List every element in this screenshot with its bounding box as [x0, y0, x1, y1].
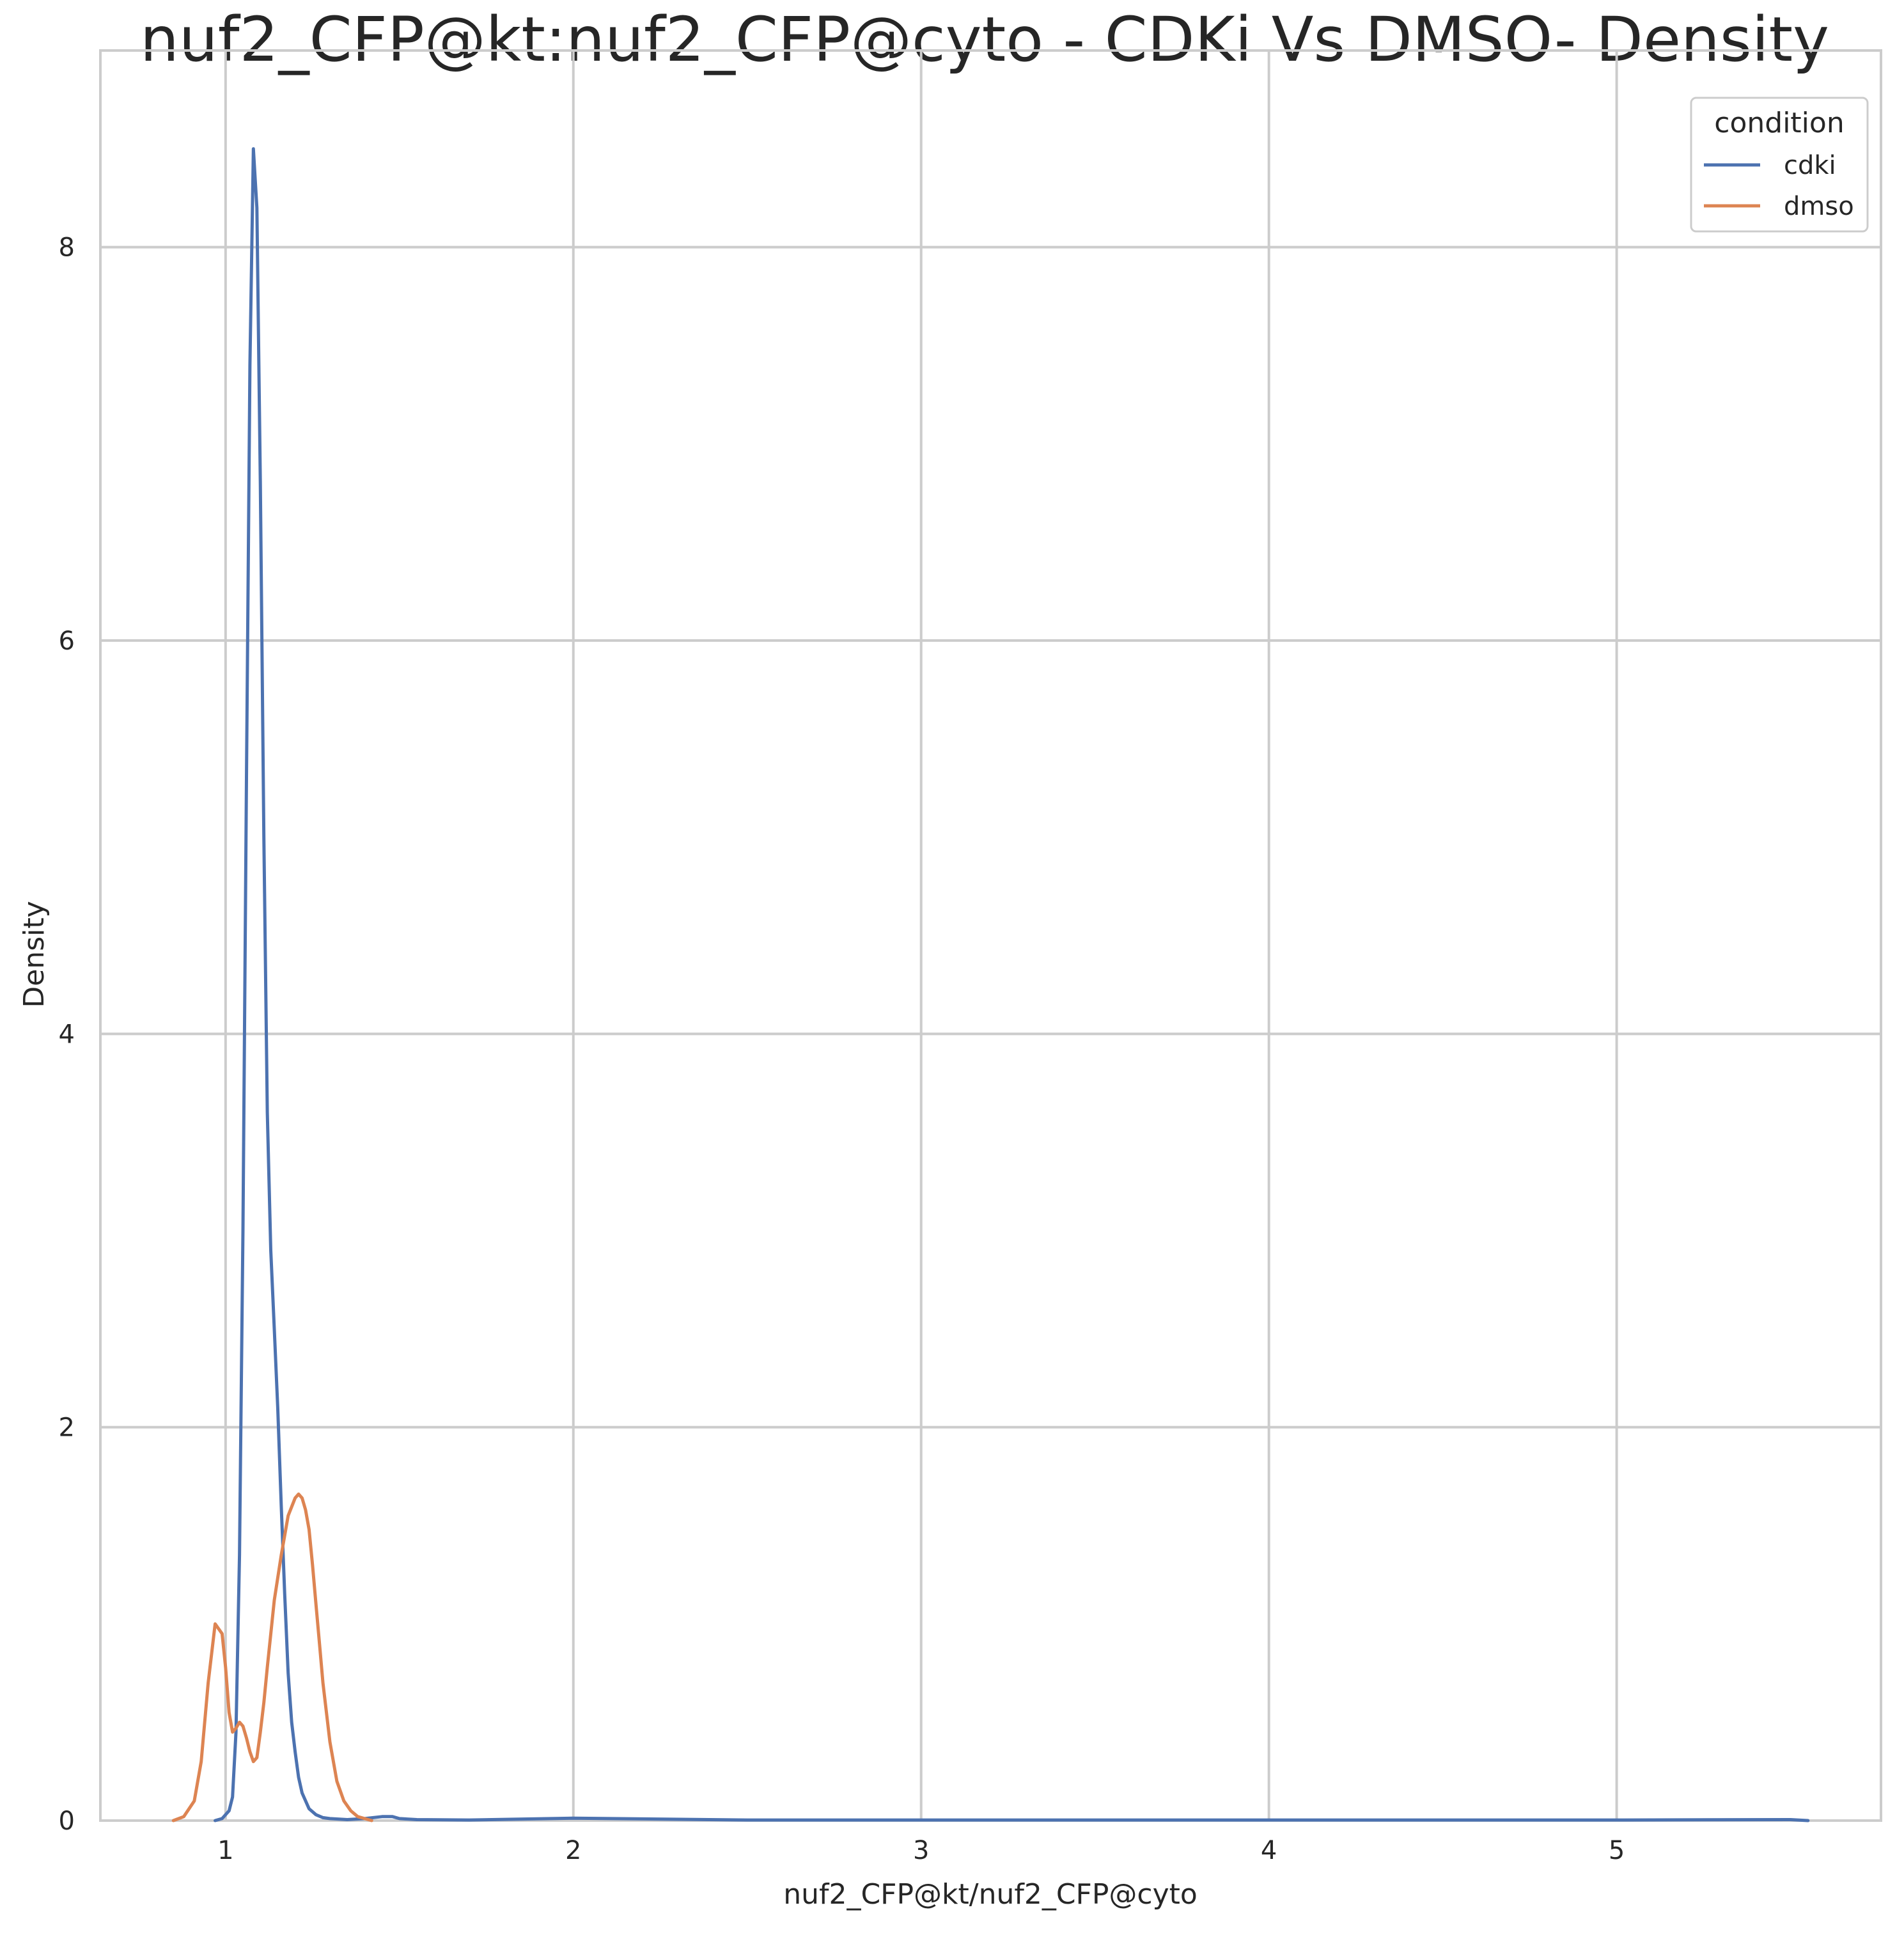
x-tick-label-3: 3 [913, 1836, 929, 1865]
tick-label-layer: 1 2 3 4 5 0 2 4 6 8 [59, 233, 1625, 1865]
x-tick-label-2: 2 [565, 1836, 581, 1865]
legend-label-cdki: cdki [1784, 151, 1836, 180]
y-axis-label: Density [18, 901, 51, 1007]
y-tick-label-8: 8 [59, 233, 75, 263]
x-tick-label-4: 4 [1261, 1836, 1277, 1865]
y-tick-label-0: 0 [59, 1807, 75, 1836]
legend: condition cdki dmso [1690, 97, 1869, 233]
legend-label-dmso: dmso [1784, 192, 1854, 221]
x-tick-label-1: 1 [217, 1836, 233, 1865]
x-tick-label-5: 5 [1609, 1836, 1625, 1865]
x-axis-label: nuf2_CFP@kt/nuf2_CFP@cyto [783, 1878, 1198, 1911]
series-line-cdki [214, 147, 1810, 1822]
y-tick-label-6: 6 [59, 626, 75, 656]
chart-title: nuf2_CFP@kt:nuf2_CFP@cyto - CDKi Vs DMSO… [140, 4, 1829, 75]
legend-title: condition [1714, 107, 1844, 139]
y-tick-label-4: 4 [59, 1020, 75, 1049]
series-layer [171, 147, 1810, 1822]
series-line-dmso [171, 1492, 373, 1822]
y-tick-label-2: 2 [59, 1413, 75, 1443]
legend-box [1690, 97, 1869, 233]
